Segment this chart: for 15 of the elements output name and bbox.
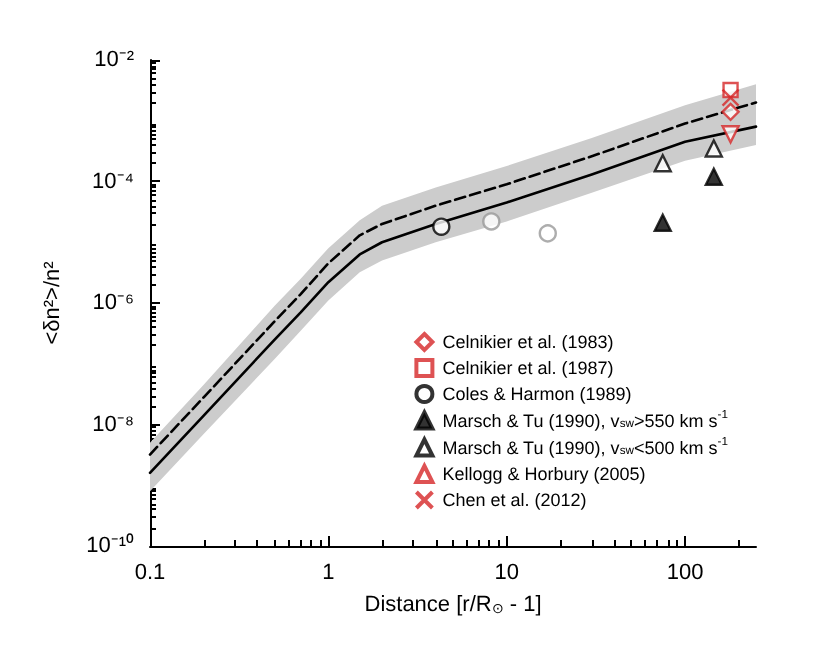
legend-label: Celnikier et al. (1983)	[442, 332, 614, 352]
y-tick-label: 10⁻⁶	[92, 291, 134, 315]
legend-label: Coles & Harmon (1989)	[442, 384, 632, 404]
legend-label: Chen et al. (2012)	[442, 490, 587, 510]
y-tick-label: 10⁻²	[94, 48, 135, 72]
x-tick-label: 0.1	[134, 561, 166, 585]
x-tick-label: 100	[666, 561, 704, 585]
legend-label: Kellogg & Horbury (2005)	[442, 464, 646, 484]
x-tick-label: 10	[494, 561, 519, 585]
y-tick-label: 10⁻⁸	[92, 412, 134, 437]
x-tick-label: 1	[322, 561, 335, 585]
y-tick-label: 10⁻¹⁰	[86, 532, 134, 558]
y-tick-label: 10⁻⁴	[92, 169, 135, 194]
legend-label: Celnikier et al. (1987)	[442, 358, 614, 378]
y-axis-title: <δn²>/n²	[41, 260, 66, 345]
